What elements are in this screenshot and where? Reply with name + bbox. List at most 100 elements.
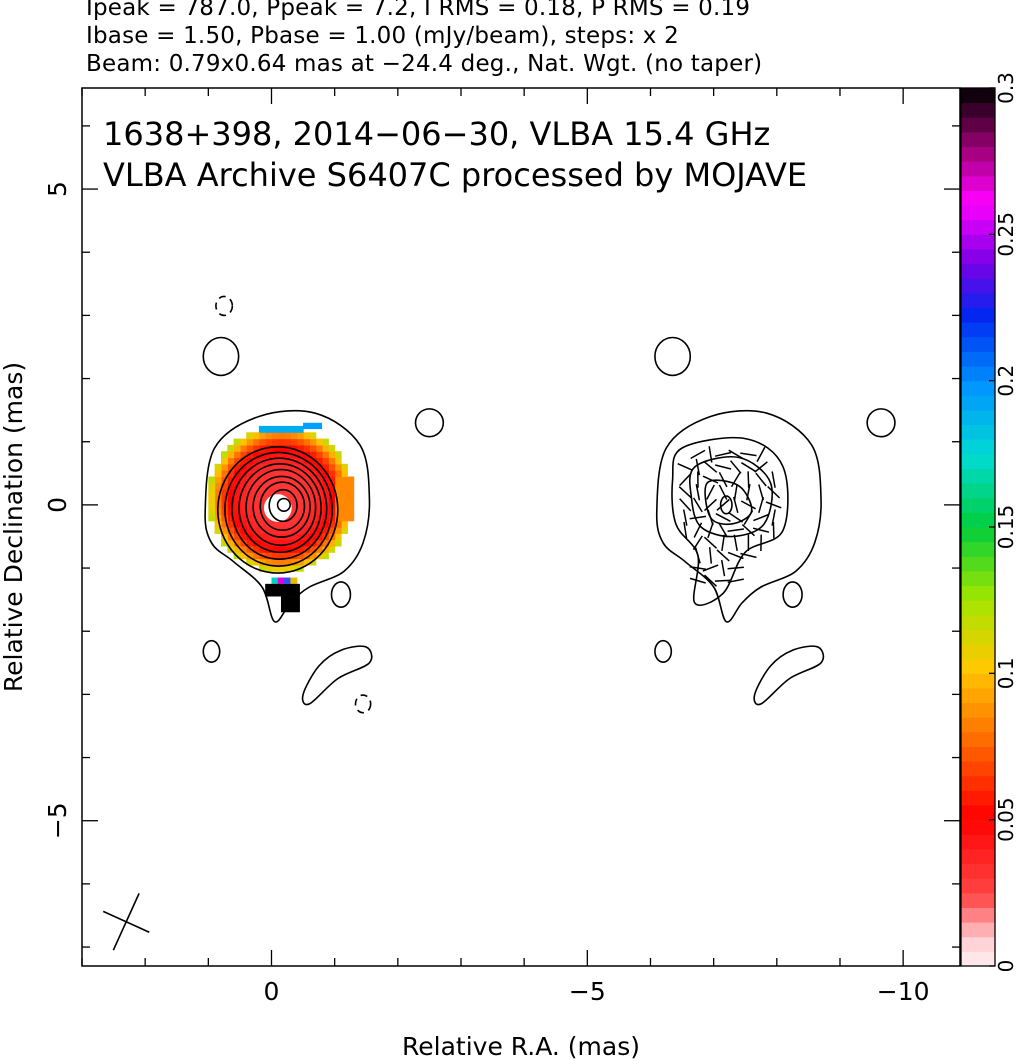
evpa-vector bbox=[729, 460, 742, 474]
colorbar-swatch bbox=[961, 161, 995, 177]
pol-pixel bbox=[322, 438, 329, 446]
pol-pixel bbox=[328, 545, 336, 553]
pol-pixel bbox=[290, 425, 298, 433]
pol-pixel bbox=[221, 520, 228, 528]
pol-pixel bbox=[277, 476, 285, 484]
pol-pixel bbox=[290, 438, 298, 446]
pol-pixel bbox=[265, 470, 273, 478]
header-line-1: Ipeak = 787.0, Ppeak = 7.2, I RMS = 0.18… bbox=[86, 0, 751, 21]
pol-pixel bbox=[296, 425, 304, 433]
pol-pixel bbox=[258, 533, 266, 541]
colorbar-tick-label: 0.3 bbox=[994, 72, 1018, 104]
evpa-vector bbox=[703, 498, 718, 512]
pol-pixel bbox=[334, 539, 342, 547]
pol-pixel bbox=[309, 476, 317, 484]
pol-pixel bbox=[214, 463, 222, 471]
pol-pixel bbox=[233, 451, 241, 459]
pol-pixel bbox=[284, 438, 291, 446]
colorbar-swatch bbox=[961, 600, 995, 616]
pol-pixel bbox=[271, 558, 279, 566]
evpa-vector bbox=[716, 549, 730, 562]
evpa-vector bbox=[715, 464, 732, 470]
evpa-vector bbox=[771, 471, 776, 488]
pol-pixel bbox=[271, 470, 279, 478]
pol-pixel bbox=[221, 489, 228, 496]
evpa-vector bbox=[708, 446, 713, 463]
contour-ring bbox=[231, 457, 328, 561]
pol-pixel bbox=[303, 558, 310, 566]
evpa-vector bbox=[758, 484, 765, 501]
pol-pixel bbox=[284, 489, 291, 496]
evpa-vector bbox=[755, 472, 767, 487]
evpa-vector bbox=[679, 498, 692, 512]
pol-pixel bbox=[290, 533, 298, 541]
colorbar-swatch bbox=[961, 805, 995, 821]
pol-pixel bbox=[221, 463, 228, 471]
pol-pixel bbox=[315, 482, 323, 490]
colorbar-swatch bbox=[961, 483, 995, 499]
pol-pixel bbox=[239, 444, 247, 452]
pol-pixel bbox=[296, 470, 304, 478]
pol-pixel bbox=[252, 438, 260, 446]
pol-pixel bbox=[271, 520, 279, 528]
pol-pixel bbox=[239, 545, 247, 553]
contour-ring bbox=[259, 481, 306, 531]
pol-pixel bbox=[265, 552, 273, 560]
pol-pixel bbox=[214, 489, 222, 496]
pol-pixel bbox=[258, 425, 266, 433]
pol-pixel bbox=[221, 470, 228, 478]
evpa-vector bbox=[690, 449, 706, 460]
pol-pixel bbox=[265, 558, 273, 566]
pol-pixel bbox=[303, 432, 310, 440]
evpa-vector bbox=[714, 579, 732, 582]
pol-pixel bbox=[322, 508, 329, 515]
pol-pixel bbox=[277, 451, 285, 459]
pol-pixel bbox=[296, 451, 304, 459]
right-contour-layer bbox=[654, 336, 896, 706]
pol-pixel bbox=[252, 520, 260, 528]
pol-pixel bbox=[227, 463, 235, 471]
pol-pixel bbox=[258, 558, 266, 566]
contour-knot bbox=[330, 581, 352, 609]
pol-pixel bbox=[315, 438, 323, 446]
pol-pixel bbox=[227, 476, 235, 484]
pol-pixel bbox=[265, 444, 273, 452]
pol-pixel bbox=[322, 527, 329, 534]
pol-pixel bbox=[214, 520, 222, 528]
pol-pixel bbox=[284, 527, 291, 534]
colorbar-swatch bbox=[961, 848, 995, 865]
colorbar-swatch bbox=[961, 541, 995, 557]
pol-pixel bbox=[233, 501, 241, 509]
pol-pixel bbox=[315, 545, 323, 553]
pol-pixel bbox=[227, 527, 235, 534]
pol-pixel bbox=[265, 438, 273, 446]
pol-pixel bbox=[315, 463, 323, 471]
pol-pixel bbox=[309, 552, 317, 560]
colorbar-swatch bbox=[961, 439, 995, 455]
pol-pixel bbox=[290, 577, 298, 584]
colorbar-swatch bbox=[961, 731, 995, 747]
evpa-vector bbox=[733, 534, 738, 552]
evpa-vector bbox=[703, 461, 718, 473]
contour-negative bbox=[215, 295, 234, 317]
pol-pixel bbox=[271, 564, 279, 572]
evpa-vector bbox=[720, 559, 726, 577]
contour-island bbox=[654, 639, 673, 663]
pol-pixel bbox=[284, 470, 291, 478]
colorbar-swatch bbox=[961, 834, 995, 850]
colorbar-swatch bbox=[961, 687, 995, 704]
pol-pixel bbox=[290, 463, 298, 471]
evpa-vector bbox=[753, 513, 769, 522]
pol-pixel bbox=[290, 520, 298, 528]
pol-pixel bbox=[290, 564, 298, 572]
pol-pixel bbox=[277, 444, 285, 452]
pol-pixel bbox=[246, 539, 254, 547]
pol-pixel bbox=[265, 564, 273, 572]
pol-pixel bbox=[239, 501, 247, 509]
pol-pixel bbox=[296, 476, 304, 484]
colorbar-swatch bbox=[961, 570, 995, 587]
colorbar-swatch bbox=[961, 892, 995, 908]
pol-pixel bbox=[265, 482, 273, 490]
beam-minor-axis bbox=[102, 910, 150, 933]
evpa-vector bbox=[728, 512, 744, 523]
